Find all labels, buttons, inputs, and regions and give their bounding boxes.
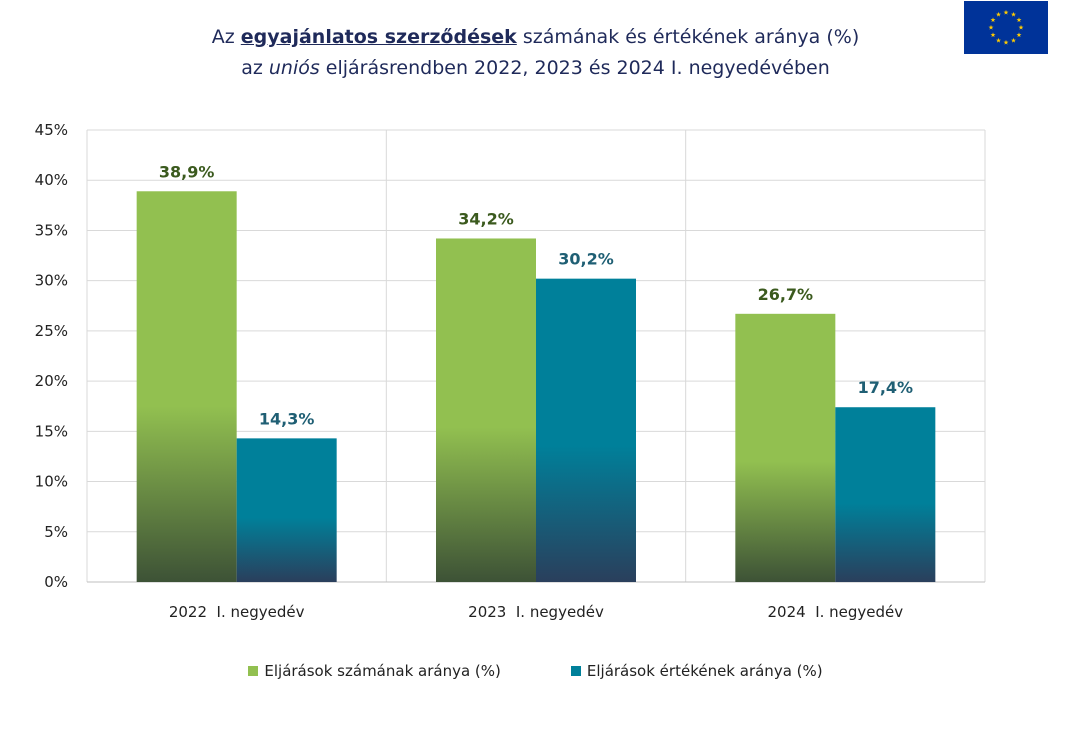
flag-star xyxy=(1003,9,1009,15)
y-tick-label: 45% xyxy=(35,121,68,139)
title-text: eljárásrendben 2022, 2023 és 2024 I. neg… xyxy=(319,57,830,79)
y-tick-label: 40% xyxy=(35,171,68,189)
y-tick-label: 15% xyxy=(35,422,68,440)
bar-value-ratio xyxy=(835,407,936,582)
x-tick-label: 2022 I. negyedév xyxy=(169,603,305,621)
flag-star xyxy=(990,32,996,38)
title-text: számának és értékének aránya (%) xyxy=(516,26,860,48)
flag-star xyxy=(990,17,996,23)
x-tick-label: 2024 I. negyedév xyxy=(767,603,903,621)
data-label: 30,2% xyxy=(558,250,614,269)
data-label: 34,2% xyxy=(458,209,514,228)
flag-star xyxy=(1011,37,1016,43)
data-labels: 38,9% 14,3% 34,2% 30,2% 26,7% 17,4% xyxy=(159,162,913,428)
flag-star xyxy=(996,37,1001,43)
flag-star xyxy=(988,24,994,30)
bar-count-ratio xyxy=(735,313,836,582)
legend-label: Eljárások értékének aránya (%) xyxy=(586,662,823,680)
legend-swatch-teal xyxy=(570,666,581,676)
y-tick-label: 25% xyxy=(35,322,68,340)
bar-value-ratio xyxy=(536,278,636,582)
bar-count-ratio xyxy=(436,238,536,583)
flag-star xyxy=(1011,11,1016,17)
flag-star xyxy=(1018,24,1024,30)
title-text: Az xyxy=(211,26,241,48)
legend-swatch-green xyxy=(248,666,259,676)
legend-label: Eljárások számának aránya (%) xyxy=(264,662,501,680)
data-label: 26,7% xyxy=(758,285,814,304)
title-emphasis: egyajánlatos szerződések xyxy=(240,26,517,48)
y-tick-label: 5% xyxy=(44,523,68,541)
y-axis-ticks: 0% 5% 10% 15% 20% 25% 30% 35% 40% 45% xyxy=(35,121,68,591)
legend: Eljárások számának aránya (%) Eljárások … xyxy=(0,662,1071,680)
bar-count-ratio xyxy=(136,191,237,582)
y-tick-label: 30% xyxy=(35,272,68,290)
y-tick-label: 10% xyxy=(35,473,68,491)
bar-value-ratio xyxy=(236,438,337,582)
data-label: 38,9% xyxy=(159,162,215,181)
chart-title: Az egyajánlatos szerződések számának és … xyxy=(0,22,1071,84)
legend-item-value: Eljárások értékének aránya (%) xyxy=(570,662,823,680)
data-label: 14,3% xyxy=(259,409,315,428)
flag-star xyxy=(1016,17,1022,23)
y-tick-label: 35% xyxy=(35,221,68,239)
x-axis-ticks: 2022 I. negyedév 2023 I. negyedév 2024 I. … xyxy=(169,603,903,621)
flag-star xyxy=(996,11,1001,17)
chart-title-line1: Az egyajánlatos szerződések számának és … xyxy=(0,22,1071,53)
flag-star xyxy=(1003,39,1009,45)
data-label: 17,4% xyxy=(858,378,914,397)
eu-flag-icon xyxy=(964,1,1048,54)
y-tick-label: 0% xyxy=(44,573,68,591)
bars xyxy=(136,191,936,583)
chart-title-line2: az uniós eljárásrendben 2022, 2023 és 20… xyxy=(0,53,1071,84)
legend-item-count: Eljárások számának aránya (%) xyxy=(248,662,501,680)
title-italic: uniós xyxy=(268,57,320,79)
flag-star xyxy=(1016,32,1022,38)
title-text: az xyxy=(241,57,269,79)
x-tick-label: 2023 I. negyedév xyxy=(468,603,604,621)
y-tick-label: 20% xyxy=(35,372,68,390)
